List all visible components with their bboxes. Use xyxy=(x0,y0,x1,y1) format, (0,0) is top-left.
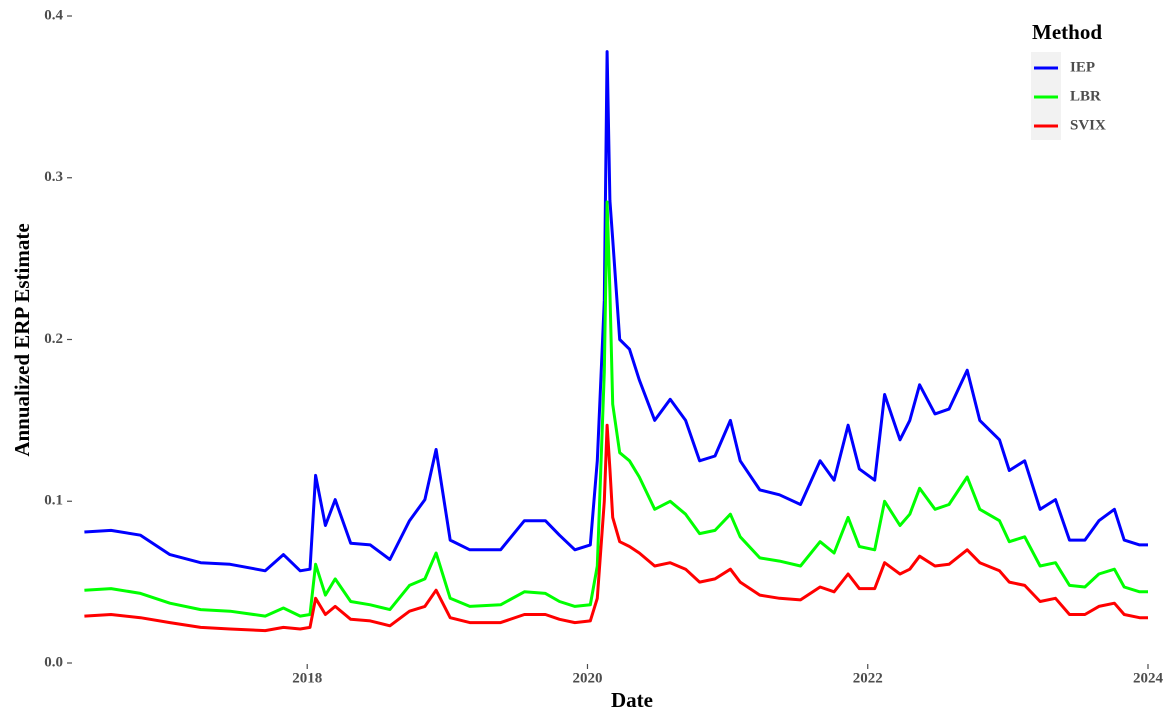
y-tick-label: 0.3 xyxy=(44,169,63,185)
x-tick-label: 2020 xyxy=(572,670,602,686)
legend-label: LBR xyxy=(1070,88,1101,104)
series-line xyxy=(84,423,1148,633)
y-tick-label: 0.0 xyxy=(44,654,63,670)
x-tick-label: 2022 xyxy=(853,670,883,686)
x-tick-label: 2018 xyxy=(292,670,322,686)
series-line xyxy=(84,50,1148,573)
x-axis-title: Date xyxy=(611,688,653,712)
series-line xyxy=(84,200,1148,618)
y-tick-label: 0.2 xyxy=(44,331,63,347)
legend-title: Method xyxy=(1032,20,1102,44)
x-tick-label: 2024 xyxy=(1133,670,1164,686)
y-tick-label: 0.1 xyxy=(44,493,63,509)
y-axis-title: Annualized ERP Estimate xyxy=(10,223,34,456)
legend-label: IEP xyxy=(1070,59,1095,75)
y-tick-label: 0.4 xyxy=(44,7,63,23)
legend-label: SVIX xyxy=(1070,117,1106,133)
